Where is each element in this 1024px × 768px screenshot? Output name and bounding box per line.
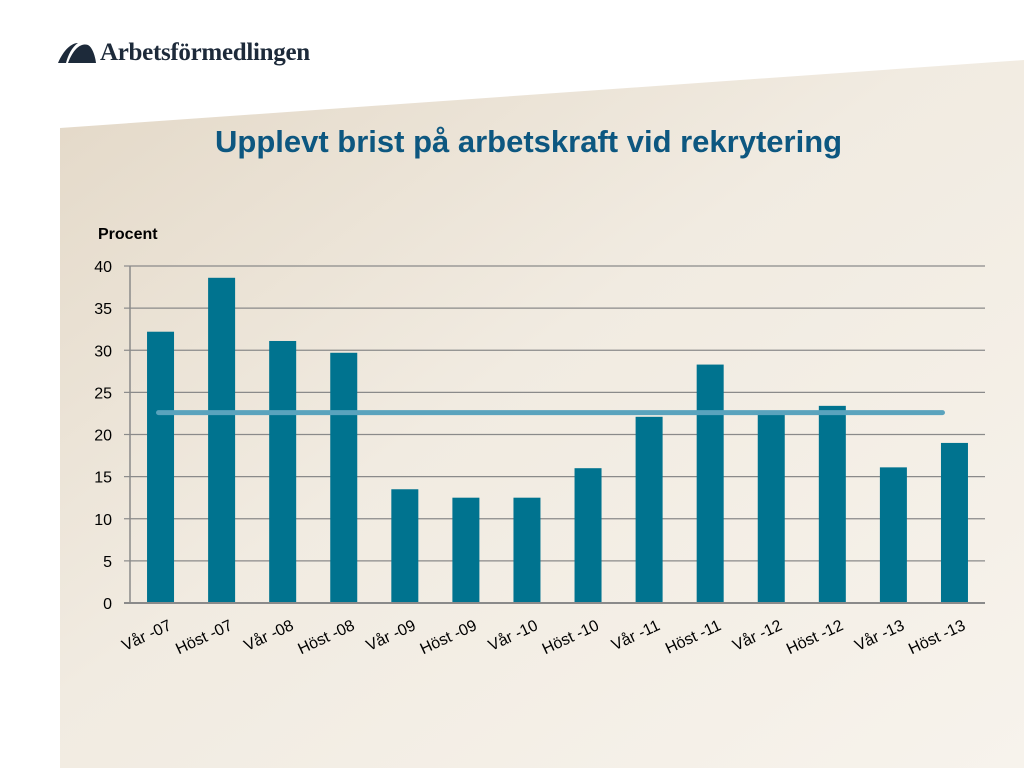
- bar: [696, 364, 724, 603]
- x-tick-label: Höst -10: [540, 617, 602, 658]
- bar: [269, 340, 297, 603]
- bars: [147, 277, 968, 603]
- y-tick-label: 15: [94, 470, 112, 487]
- y-tick-label: 0: [103, 596, 112, 613]
- x-tick-label: Vår -10: [485, 616, 540, 655]
- bar: [574, 468, 602, 603]
- bar: [879, 467, 907, 603]
- y-tick-label: 20: [94, 428, 112, 445]
- y-tick-label: 30: [94, 343, 112, 360]
- y-tick-label: 10: [94, 512, 112, 529]
- bar: [391, 489, 419, 603]
- x-tick-label: Höst -11: [663, 617, 724, 658]
- x-tick-label: Höst -08: [295, 617, 357, 658]
- arbetsformedlingen-logo-icon: [58, 43, 96, 63]
- y-tick-label: 35: [94, 301, 112, 318]
- x-tick-label: Höst -12: [784, 617, 846, 658]
- chart-title: Upplevt brist på arbetskraft vid rekryte…: [215, 124, 843, 159]
- logo: Arbetsförmedlingen: [58, 38, 310, 68]
- x-tick-label: Vår -09: [363, 616, 418, 655]
- x-tick-label: Höst -09: [418, 617, 480, 658]
- x-tick-label: Vår -07: [119, 616, 174, 655]
- bar: [208, 277, 236, 603]
- x-tick-label: Höst -13: [906, 617, 968, 658]
- x-tick-label: Höst -07: [173, 617, 235, 658]
- y-tick-label: 25: [94, 385, 112, 402]
- y-tick-label: 5: [103, 554, 112, 571]
- bar: [757, 412, 785, 603]
- x-tick-label: Vår -11: [609, 616, 663, 654]
- x-tick-label: Vår -13: [852, 616, 907, 655]
- bar: [635, 416, 663, 603]
- axes: [124, 265, 985, 604]
- y-tick-labels: 0 5 10 15 20 25 30 35 40: [94, 259, 112, 613]
- logo-text: Arbetsförmedlingen: [100, 39, 310, 66]
- x-tick-label: Vår -08: [241, 616, 296, 655]
- bar: [940, 442, 968, 603]
- bar: [818, 405, 846, 603]
- y-tick-label: 40: [94, 259, 112, 276]
- bar: [452, 497, 480, 603]
- bar: [147, 331, 175, 603]
- bar: [513, 497, 541, 603]
- x-tick-labels: Vår -07 Höst -07 Vår -08 Höst -08 Vår -09 Hös…: [119, 616, 968, 658]
- bar: [330, 352, 358, 603]
- x-tick-label: Vår -12: [730, 616, 785, 655]
- y-axis-label: Procent: [98, 226, 158, 243]
